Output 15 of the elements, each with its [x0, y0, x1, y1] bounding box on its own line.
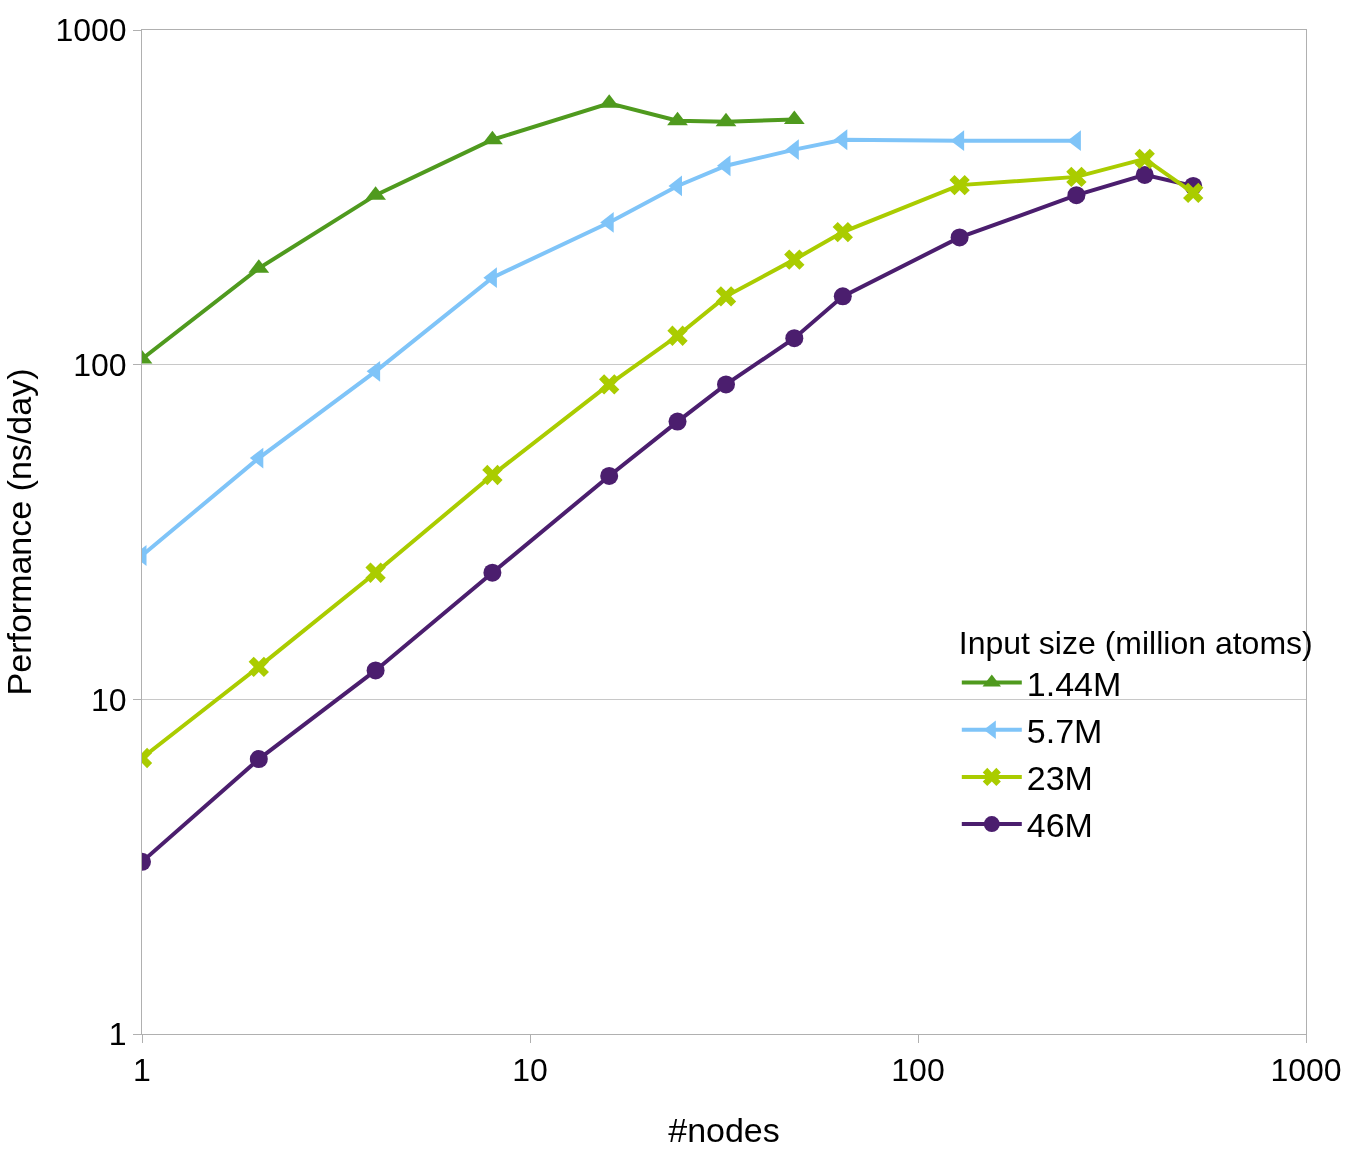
- legend-title: Input size (million atoms): [958, 624, 1313, 661]
- legend-label: 46M: [1026, 806, 1093, 845]
- y-axis-title: Performance (ns/day): [0, 368, 38, 696]
- y-tick-label: 1000: [55, 12, 127, 49]
- y-tick-label: 1: [108, 1016, 127, 1053]
- x-axis-title: #nodes: [668, 1110, 780, 1149]
- x-tick-label: 1: [133, 1052, 151, 1089]
- legend-label: 5.7M: [1026, 711, 1103, 750]
- y-tick-label: 100: [73, 346, 127, 383]
- x-tick-label: 10: [512, 1052, 548, 1089]
- legend-label: 23M: [1026, 759, 1093, 798]
- x-tick-label: 1000: [1270, 1052, 1342, 1089]
- y-tick-label: 10: [91, 681, 127, 718]
- legend-label: 1.44M: [1026, 664, 1122, 703]
- x-tick-label: 100: [891, 1052, 945, 1089]
